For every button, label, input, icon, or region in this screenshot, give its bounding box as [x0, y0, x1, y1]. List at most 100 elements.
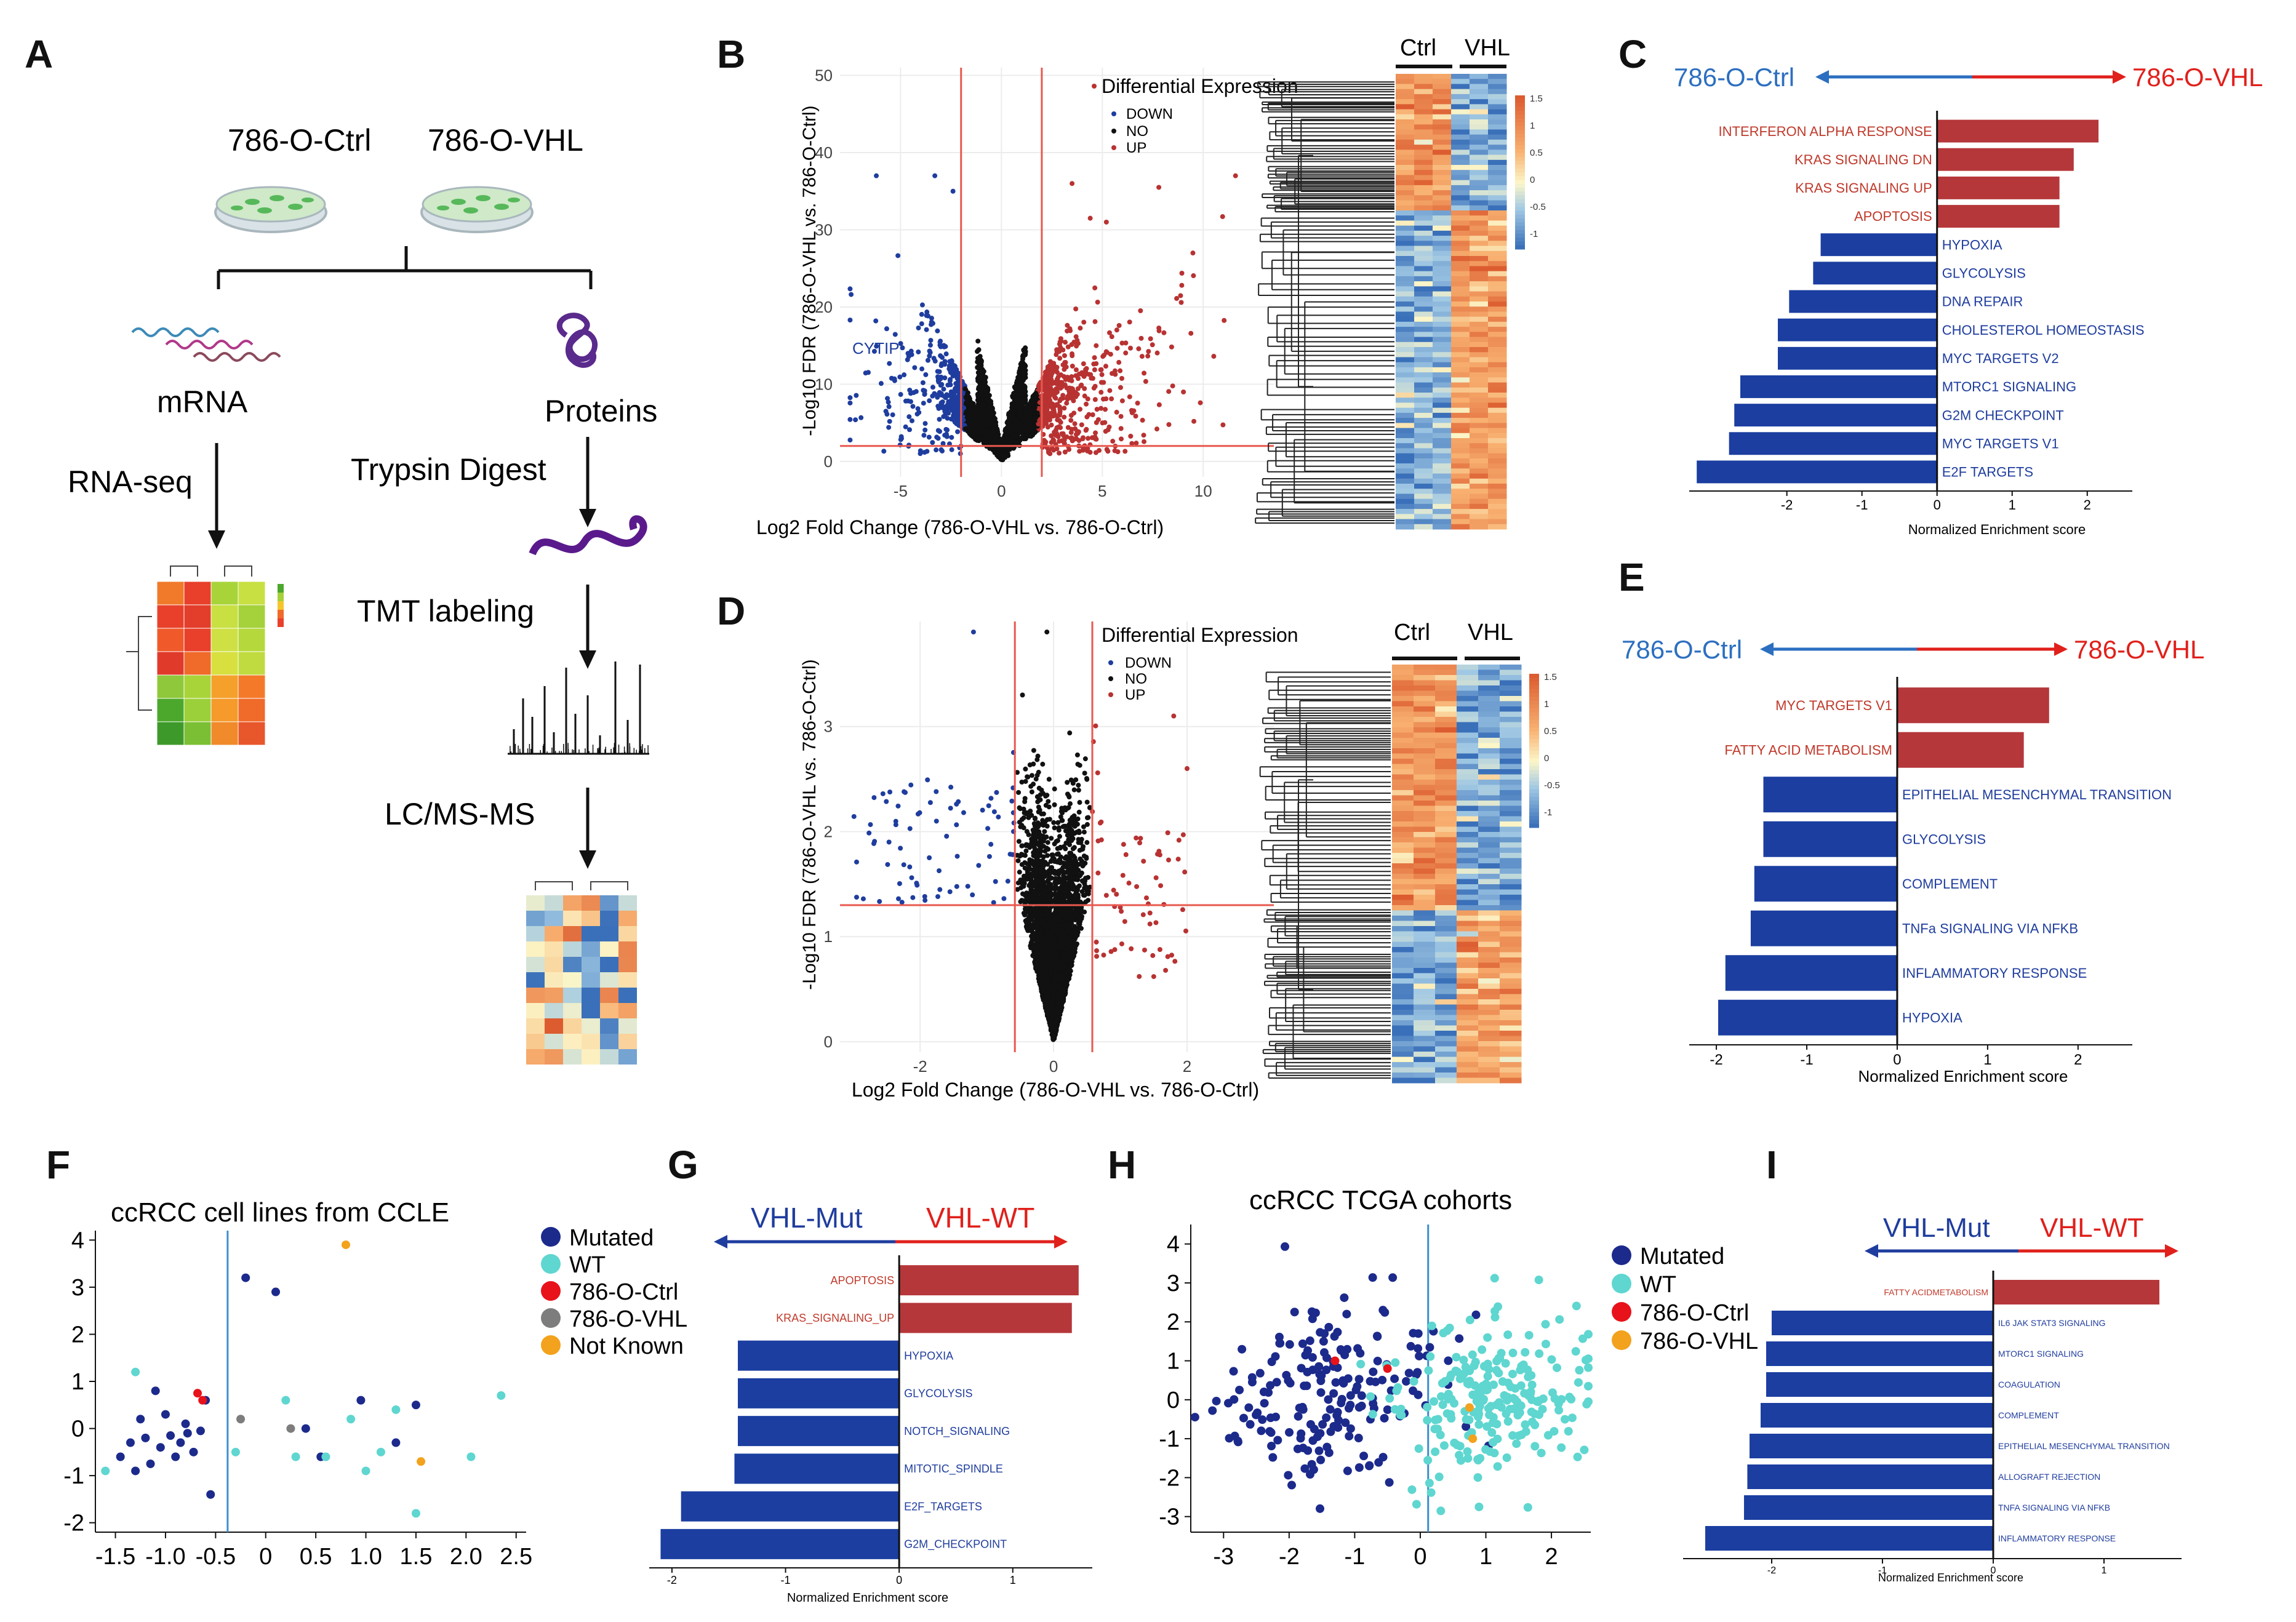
- point: [1081, 319, 1087, 325]
- x-tick-label: 2: [2084, 497, 2091, 513]
- point: [1023, 389, 1028, 394]
- point: [996, 432, 1001, 437]
- heat-cell: [1433, 84, 1452, 90]
- bar-label: GLYCOLYSIS: [1942, 266, 2026, 281]
- heat-cell: [1470, 215, 1489, 221]
- point: [1065, 344, 1071, 350]
- heat-cell: [1488, 443, 1507, 449]
- point: [906, 414, 912, 420]
- heat-cell: [1414, 170, 1433, 175]
- heat-cell: [1488, 256, 1507, 262]
- point: [1082, 393, 1087, 399]
- point: [992, 450, 998, 455]
- point: [938, 353, 943, 359]
- heat-cell: [1414, 159, 1433, 166]
- heat-cell: [1414, 458, 1433, 464]
- heat-cell: [563, 1049, 582, 1065]
- scale-cell: [1515, 164, 1525, 169]
- heat-cell: [1433, 286, 1452, 292]
- point: [952, 386, 958, 392]
- heat-cell: [1433, 306, 1452, 312]
- heat-cell: [1470, 286, 1489, 292]
- heat-cell: [1470, 423, 1489, 429]
- heat-cell: [1488, 205, 1507, 211]
- heat-cell: [1451, 519, 1470, 525]
- heat-cell: [1433, 180, 1452, 186]
- heat-cell: [1470, 276, 1489, 282]
- scale-cell: [1515, 191, 1525, 196]
- point: [1081, 824, 1086, 829]
- heat-cell: [1433, 387, 1452, 393]
- point: [910, 404, 916, 409]
- point: [1191, 418, 1197, 424]
- heat-cell: [1433, 302, 1452, 307]
- heat-cell: [1451, 129, 1470, 135]
- heat-cell: [1470, 433, 1489, 439]
- heat-cell: [1451, 190, 1470, 196]
- heat-cell: [1488, 398, 1507, 403]
- heat-cell: [1396, 423, 1415, 429]
- heat-cell: [1396, 393, 1415, 398]
- point: [905, 357, 910, 362]
- heat-cell: [1396, 473, 1415, 479]
- heat-cell: [1396, 438, 1415, 444]
- point: [1150, 342, 1155, 348]
- heat-cell: [526, 1018, 545, 1034]
- heat-cell: [1414, 362, 1433, 368]
- bar-e2f-targets: [1697, 460, 1937, 484]
- point: [1118, 368, 1123, 374]
- point: [1220, 214, 1225, 220]
- heat-cell: [1488, 124, 1507, 130]
- point: [926, 434, 932, 440]
- point: [1079, 422, 1084, 428]
- point: [939, 382, 945, 387]
- heat-cell: [1470, 266, 1489, 272]
- heat-cell: [1396, 412, 1415, 418]
- heat-cell: [1414, 377, 1433, 383]
- heat-cell: [1488, 99, 1507, 105]
- point: [1065, 396, 1070, 402]
- heat-cell: [1451, 124, 1470, 130]
- heat-cell: [1451, 412, 1470, 418]
- point: [932, 358, 938, 364]
- heat-cell: [1433, 463, 1452, 469]
- heat-cell: [1414, 150, 1433, 156]
- heat-cell: [1433, 250, 1452, 257]
- heat-cell: [1451, 154, 1470, 161]
- heat-cell: [1433, 524, 1452, 530]
- heat-cell: [1414, 402, 1433, 409]
- heat-cell: [1433, 316, 1452, 322]
- heat-cell: [1451, 398, 1470, 403]
- heat-cell: [1488, 195, 1507, 201]
- point: [1103, 407, 1108, 412]
- point: [1041, 811, 1046, 817]
- heat-cell: [1451, 241, 1470, 247]
- heat-cell: [582, 1049, 600, 1065]
- heat-cell: [1451, 473, 1470, 479]
- heat-cell: [563, 1003, 582, 1018]
- point: [938, 376, 943, 382]
- heat-cell: [1470, 468, 1489, 474]
- point: [847, 395, 853, 401]
- heat-cell: [1451, 402, 1470, 409]
- panel-letter-c: C: [1618, 32, 1647, 76]
- heat-cell: [210, 721, 239, 746]
- heat-cell: [1470, 84, 1489, 90]
- point: [1057, 349, 1062, 354]
- point: [1042, 829, 1047, 834]
- heat-cell: [1451, 79, 1470, 84]
- point: [1145, 353, 1151, 359]
- heat-cell: [1451, 266, 1470, 272]
- heat-cell: [1470, 327, 1489, 332]
- heat-cell: [545, 1018, 563, 1034]
- point: [887, 418, 892, 424]
- heat-cell: [1414, 407, 1433, 413]
- point: [1084, 426, 1089, 432]
- heat-cell: [183, 628, 212, 652]
- point: [954, 421, 959, 426]
- point: [935, 369, 940, 374]
- point: [1128, 345, 1134, 351]
- point: [900, 345, 905, 351]
- point: [1095, 417, 1101, 422]
- bar-label: MYC TARGETS V2: [1942, 351, 2059, 366]
